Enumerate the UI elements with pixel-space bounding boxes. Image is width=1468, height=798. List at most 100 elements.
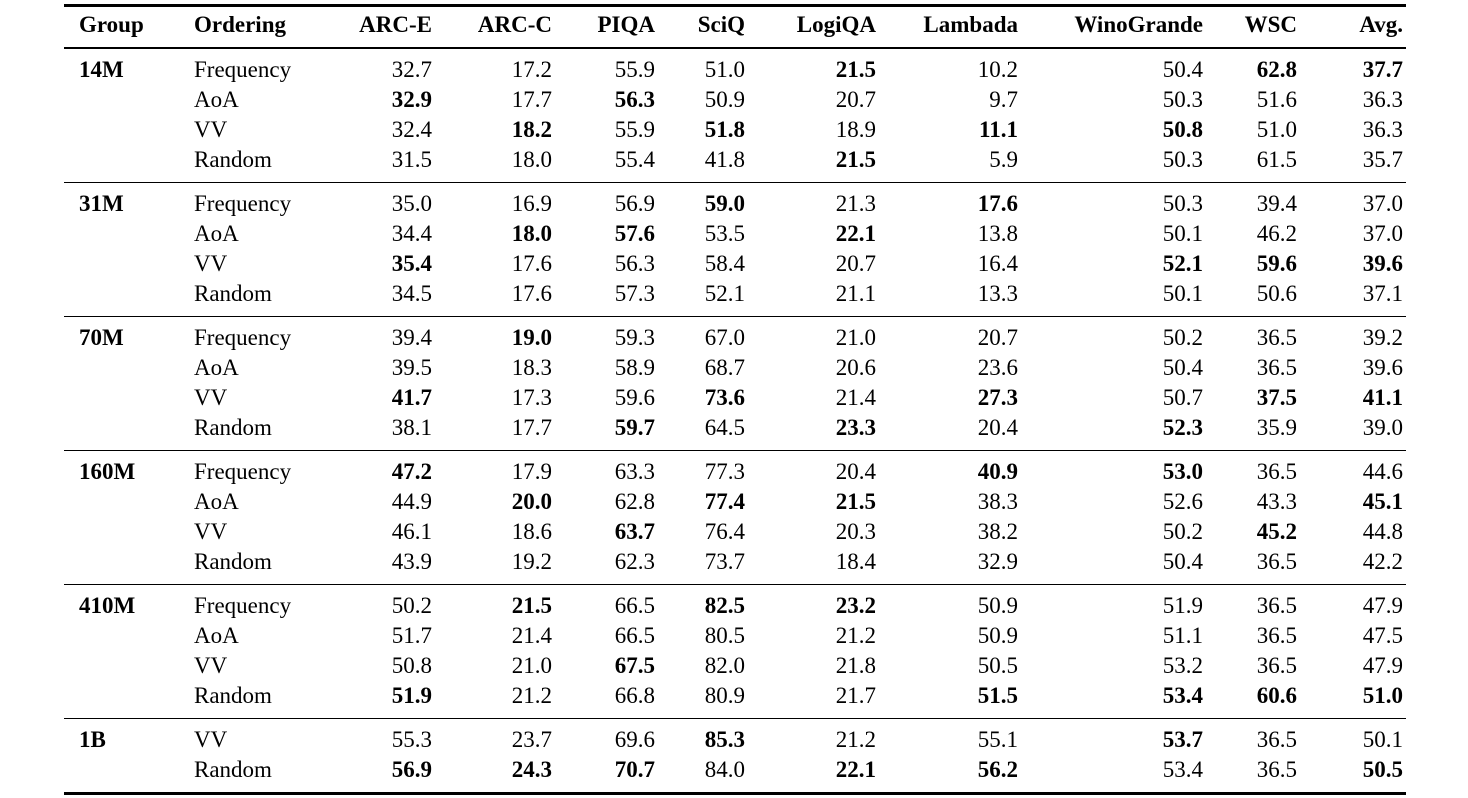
cell-logiqa: 21.4 xyxy=(835,385,876,410)
table-row: 31M Frequency 35.0 16.9 56.9 59.0 21.3 17.6 50.3… xyxy=(64,183,1406,220)
cell-lambada: 40.9 xyxy=(977,459,1018,484)
cell-lambada: 50.5 xyxy=(977,653,1018,678)
table-row: VV 32.4 18.2 55.9 51.8 18.9 11.1 50.8 51.0 36.3 xyxy=(64,115,1406,145)
cell-winogrande: 51.1 xyxy=(1162,623,1203,648)
cell-logiqa: 21.2 xyxy=(835,623,876,648)
ordering-label: Random xyxy=(194,683,272,708)
cell-sciq: 73.7 xyxy=(704,549,745,574)
cell-logiqa: 21.7 xyxy=(835,683,876,708)
table-row: AoA 39.5 18.3 58.9 68.7 20.6 23.6 50.4 36.5 39.6 xyxy=(64,353,1406,383)
cell-winogrande: 52.1 xyxy=(1162,251,1203,276)
group-label: 31M xyxy=(79,191,124,216)
group-410m: 410M Frequency 50.2 21.5 66.5 82.5 23.2 50.9 51.… xyxy=(64,585,1406,719)
cell-avg-: 39.0 xyxy=(1362,415,1403,440)
cell-avg-: 37.0 xyxy=(1362,191,1403,216)
cell-arc-e: 31.5 xyxy=(391,147,432,172)
cell-piqa: 63.7 xyxy=(614,519,655,544)
cell-avg-: 51.0 xyxy=(1362,683,1403,708)
cell-logiqa: 21.3 xyxy=(835,191,876,216)
cell-wsc: 59.6 xyxy=(1256,251,1297,276)
cell-logiqa: 23.2 xyxy=(835,593,876,618)
column-header-avg-: Avg. xyxy=(1300,5,1406,49)
ordering-label: AoA xyxy=(194,87,239,112)
cell-arc-c: 17.6 xyxy=(511,281,552,306)
cell-lambada: 13.3 xyxy=(977,281,1018,306)
cell-winogrande: 50.1 xyxy=(1162,281,1203,306)
cell-arc-c: 17.9 xyxy=(511,459,552,484)
cell-arc-e: 34.5 xyxy=(391,281,432,306)
cell-winogrande: 50.2 xyxy=(1162,325,1203,350)
cell-logiqa: 21.1 xyxy=(835,281,876,306)
group-label xyxy=(64,85,184,115)
group-label xyxy=(64,621,184,651)
cell-wsc: 37.5 xyxy=(1256,385,1297,410)
cell-avg-: 35.7 xyxy=(1362,147,1403,172)
cell-lambada: 27.3 xyxy=(977,385,1018,410)
group-label: 70M xyxy=(79,325,124,350)
cell-piqa: 66.5 xyxy=(614,623,655,648)
cell-logiqa: 22.1 xyxy=(835,757,876,782)
cell-winogrande: 50.3 xyxy=(1162,147,1203,172)
cell-lambada: 11.1 xyxy=(979,117,1018,142)
cell-winogrande: 50.8 xyxy=(1162,117,1203,142)
cell-piqa: 56.3 xyxy=(614,87,655,112)
cell-lambada: 5.9 xyxy=(989,147,1018,172)
group-label xyxy=(64,145,184,183)
cell-arc-e: 39.5 xyxy=(391,355,432,380)
cell-lambada: 38.2 xyxy=(977,519,1018,544)
cell-wsc: 36.5 xyxy=(1256,355,1297,380)
ordering-label: VV xyxy=(194,519,228,544)
cell-piqa: 66.5 xyxy=(614,593,655,618)
cell-sciq: 80.9 xyxy=(704,683,745,708)
cell-wsc: 36.5 xyxy=(1256,757,1297,782)
cell-avg-: 37.1 xyxy=(1362,281,1403,306)
table-row: 160M Frequency 47.2 17.9 63.3 77.3 20.4 40.9 53.… xyxy=(64,451,1406,488)
group-label xyxy=(64,755,184,794)
cell-wsc: 51.0 xyxy=(1256,117,1297,142)
table-row: Random 56.9 24.3 70.7 84.0 22.1 56.2 53.4 36.5 50… xyxy=(64,755,1406,794)
cell-arc-e: 51.7 xyxy=(391,623,432,648)
cell-wsc: 60.6 xyxy=(1256,683,1297,708)
table-row: Random 38.1 17.7 59.7 64.5 23.3 20.4 52.3 35.9 39… xyxy=(64,413,1406,451)
cell-piqa: 62.3 xyxy=(614,549,655,574)
cell-lambada: 17.6 xyxy=(977,191,1018,216)
table-row: Random 43.9 19.2 62.3 73.7 18.4 32.9 50.4 36.5 42… xyxy=(64,547,1406,585)
results-table-container: Group Ordering ARC-E ARC-C PIQA SciQ LogiQA Lam… xyxy=(64,4,1406,795)
table-row: 70M Frequency 39.4 19.0 59.3 67.0 21.0 20.7 50.2… xyxy=(64,317,1406,354)
cell-arc-e: 43.9 xyxy=(391,549,432,574)
group-label xyxy=(64,487,184,517)
column-header-piqa: PIQA xyxy=(555,5,658,49)
ordering-label: Frequency xyxy=(194,57,292,82)
ordering-label: Random xyxy=(194,281,272,306)
cell-arc-c: 18.0 xyxy=(511,221,552,246)
table-row: VV 35.4 17.6 56.3 58.4 20.7 16.4 52.1 59.6 39.6 xyxy=(64,249,1406,279)
cell-arc-c: 18.3 xyxy=(511,355,552,380)
cell-avg-: 36.3 xyxy=(1362,117,1403,142)
cell-logiqa: 21.5 xyxy=(835,489,876,514)
ordering-label: AoA xyxy=(194,355,239,380)
cell-arc-c: 23.7 xyxy=(511,727,552,752)
cell-lambada: 50.9 xyxy=(977,623,1018,648)
cell-winogrande: 53.4 xyxy=(1162,683,1203,708)
results-table: Group Ordering ARC-E ARC-C PIQA SciQ LogiQA Lam… xyxy=(64,4,1406,795)
cell-logiqa: 18.9 xyxy=(835,117,876,142)
cell-arc-e: 46.1 xyxy=(391,519,432,544)
group-label xyxy=(64,219,184,249)
cell-arc-c: 18.0 xyxy=(511,147,552,172)
group-label xyxy=(64,681,184,719)
group-label: 410M xyxy=(79,593,136,618)
column-header-group: Group xyxy=(64,5,184,49)
column-header-arc-e: ARC-E xyxy=(317,5,435,49)
cell-arc-e: 32.9 xyxy=(391,87,432,112)
ordering-label: AoA xyxy=(194,221,239,246)
group-14m: 14M Frequency 32.7 17.2 55.9 51.0 21.5 10.2 50.4… xyxy=(64,48,1406,183)
cell-winogrande: 50.4 xyxy=(1162,355,1203,380)
cell-logiqa: 21.2 xyxy=(835,727,876,752)
cell-winogrande: 50.7 xyxy=(1162,385,1203,410)
group-label xyxy=(64,413,184,451)
table-row: 410M Frequency 50.2 21.5 66.5 82.5 23.2 50.9 51.… xyxy=(64,585,1406,622)
cell-winogrande: 53.0 xyxy=(1162,459,1203,484)
cell-logiqa: 23.3 xyxy=(835,415,876,440)
group-31m: 31M Frequency 35.0 16.9 56.9 59.0 21.3 17.6 50.3… xyxy=(64,183,1406,317)
cell-logiqa: 20.4 xyxy=(835,459,876,484)
